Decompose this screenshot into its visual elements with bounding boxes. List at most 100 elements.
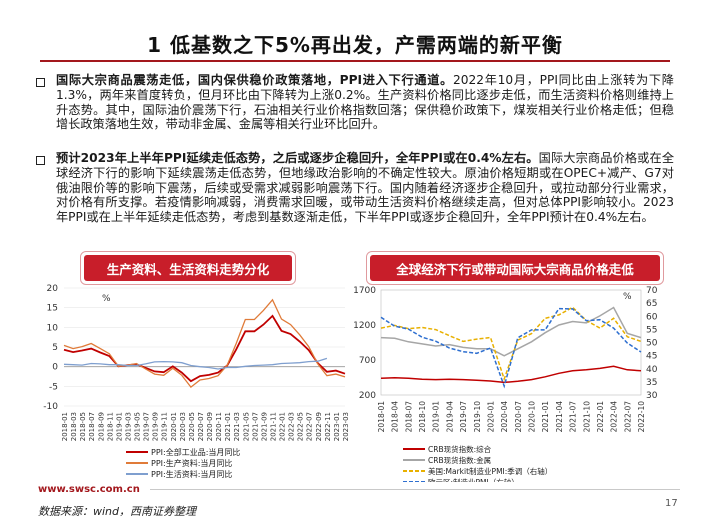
legend-label: CRB现货指数:金属 bbox=[428, 455, 491, 465]
x-tick-label: 2020-04 bbox=[500, 401, 509, 433]
y-tick-label: 15 bbox=[47, 304, 58, 314]
footer-url[interactable]: www.swsc.com.cn bbox=[38, 484, 140, 495]
x-tick-label: 2022-11 bbox=[324, 412, 332, 441]
x-tick-label: 2023-03 bbox=[342, 412, 350, 441]
series-line-1 bbox=[380, 365, 642, 384]
x-tick-label: 2020-07 bbox=[197, 412, 205, 441]
x-tick-label: 2022-05 bbox=[297, 412, 305, 441]
x-tick-label: 2018-01 bbox=[61, 412, 69, 441]
x-tick-label: 2019-09 bbox=[152, 412, 160, 441]
bullet-2-body: 国际大宗商品价格或在全球经济下行的影响下延续震荡走低态势，但地缘政治影响的不确定… bbox=[56, 151, 675, 225]
x-tick-label: 2020-10 bbox=[528, 401, 537, 433]
x-tick-label: 2020-05 bbox=[188, 412, 196, 441]
x-tick-label: 2022-01 bbox=[596, 401, 605, 433]
y-tick-label: 5 bbox=[52, 343, 58, 353]
x-tick-label: 2018-05 bbox=[79, 412, 87, 441]
series-line-2 bbox=[380, 306, 642, 357]
legend-label: CRB现货指数:综合 bbox=[428, 444, 492, 454]
y-tick-label: 10 bbox=[47, 323, 59, 333]
x-tick-label: 2022-09 bbox=[315, 412, 323, 441]
x-tick-label: 2022-04 bbox=[610, 401, 619, 433]
x-tick-label: 2021-09 bbox=[260, 412, 268, 441]
y-right-tick-label: 55 bbox=[646, 325, 657, 335]
y-right-tick-label: 30 bbox=[646, 391, 658, 401]
legend-label: PPI:生活资料:当月同比 bbox=[151, 469, 232, 479]
x-tick-label: 2022-03 bbox=[288, 412, 296, 441]
x-tick-label: 2021-05 bbox=[242, 412, 250, 441]
x-tick-label: 2019-01 bbox=[432, 401, 441, 433]
x-tick-label: 2021-07 bbox=[569, 401, 578, 433]
y-right-tick-label: 45 bbox=[646, 352, 657, 362]
y-right-tick-label: 50 bbox=[646, 339, 658, 349]
x-tick-label: 2020-11 bbox=[215, 412, 223, 441]
bullet-1-body: 2022年10月，PPI同比由上涨转为下降1.3%，两年来首度转负，但月环比由下… bbox=[56, 73, 674, 132]
bullet-1-lead: 国际大宗商品震荡走低，国内保供稳价政策落地，PPI进入下行通道。 bbox=[56, 73, 454, 87]
bullet-square-icon bbox=[36, 78, 45, 87]
y-left-tick-label: 200 bbox=[359, 391, 376, 401]
x-tick-label: 2018-04 bbox=[391, 401, 400, 433]
legend-label: 美国:Markit制造业PMI:季调（右轴） bbox=[428, 466, 552, 476]
y-right-tick-label: 40 bbox=[646, 365, 658, 375]
x-tick-label: 2020-01 bbox=[170, 412, 178, 441]
legend-label: PPI:生产资料:当月同比 bbox=[151, 458, 232, 468]
legend-label: 欧元区:制造业PMI（右轴） bbox=[428, 477, 519, 482]
y-tick-label: -10 bbox=[43, 402, 58, 412]
x-tick-label: 2021-07 bbox=[251, 412, 259, 441]
x-tick-label: 2022-01 bbox=[279, 412, 287, 441]
y-tick-label: 0 bbox=[52, 363, 58, 373]
x-tick-label: 2020-09 bbox=[206, 412, 214, 441]
x-tick-label: 2021-01 bbox=[224, 412, 232, 441]
slide-title: 1 低基数之下5%再出发，产需两端的新平衡 bbox=[147, 33, 563, 57]
left-chart-header: 生产资料、生活资料走势分化 bbox=[80, 251, 296, 285]
x-tick-label: 2022-07 bbox=[623, 401, 632, 433]
page-number: 17 bbox=[665, 498, 678, 509]
x-tick-label: 2018-07 bbox=[404, 401, 413, 433]
y-left-tick-label: 1700 bbox=[353, 286, 376, 296]
x-tick-label: 2018-10 bbox=[418, 401, 427, 433]
x-tick-label: 2019-04 bbox=[445, 401, 454, 433]
x-tick-label: 2021-10 bbox=[582, 401, 591, 433]
y-right-tick-label: 70 bbox=[646, 286, 658, 296]
x-tick-label: 2020-07 bbox=[514, 401, 523, 433]
right-chart-header: 全球经济下行或带动国际大宗商品价格走低 bbox=[366, 251, 664, 285]
data-source-note: 数据来源：wind，西南证券整理 bbox=[38, 505, 197, 518]
y-left-tick-label: 1200 bbox=[353, 321, 376, 331]
x-tick-label: 2021-11 bbox=[269, 412, 277, 441]
footer-divider bbox=[150, 489, 680, 490]
x-tick-label: 2019-07 bbox=[459, 401, 468, 433]
x-tick-label: 2020-01 bbox=[486, 401, 495, 433]
bullet-2-lead: 预计2023年上半年PPI延续走低态势，之后或逐步企稳回升，全年PPI或在0.4… bbox=[56, 151, 539, 165]
x-tick-label: 2019-03 bbox=[124, 412, 132, 441]
y-left-tick-label: 700 bbox=[359, 356, 376, 366]
x-tick-label: 2021-04 bbox=[555, 401, 564, 433]
x-tick-label: 2022-10 bbox=[637, 401, 646, 433]
y-right-tick-label: 35 bbox=[646, 378, 657, 388]
y-tick-label: -5 bbox=[49, 382, 58, 392]
series-line-4 bbox=[380, 307, 642, 389]
x-tick-label: 2018-03 bbox=[70, 412, 78, 441]
x-tick-label: 2018-07 bbox=[88, 412, 96, 441]
bullet-1: 国际大宗商品震荡走低，国内保供稳价政策落地，PPI进入下行通道。2022年10月… bbox=[36, 73, 674, 132]
bullet-1-text: 国际大宗商品震荡走低，国内保供稳价政策落地，PPI进入下行通道。2022年10月… bbox=[56, 73, 674, 132]
plot-frame bbox=[380, 289, 642, 396]
y-right-tick-label: 65 bbox=[646, 299, 657, 309]
x-tick-label: 2022-07 bbox=[306, 412, 314, 441]
title-divider bbox=[40, 60, 670, 62]
x-tick-label: 2019-07 bbox=[143, 412, 151, 441]
x-tick-label: 2019-11 bbox=[161, 412, 169, 441]
right-chart: 1700 1200 700 200 70 65 60 55 50 45 40 35 30 2018-0… bbox=[353, 286, 658, 482]
y-right-tick-label: 60 bbox=[646, 312, 658, 322]
x-tick-label: 2020-03 bbox=[179, 412, 187, 441]
x-tick-label: 2018-11 bbox=[106, 412, 114, 441]
x-tick-label: 2019-05 bbox=[134, 412, 142, 441]
x-tick-label: 2023-01 bbox=[333, 412, 341, 441]
x-tick-label: 2018-01 bbox=[377, 401, 386, 433]
x-tick-label: 2019-01 bbox=[115, 412, 123, 441]
series-line-1 bbox=[63, 314, 346, 383]
left-chart-unit: % bbox=[102, 294, 111, 304]
bullet-2-text: 预计2023年上半年PPI延续走低态势，之后或逐步企稳回升，全年PPI或在0.4… bbox=[56, 151, 674, 225]
x-tick-label: 2019-10 bbox=[473, 401, 482, 433]
right-chart-unit: % bbox=[623, 292, 632, 302]
y-tick-label: 20 bbox=[47, 284, 59, 294]
